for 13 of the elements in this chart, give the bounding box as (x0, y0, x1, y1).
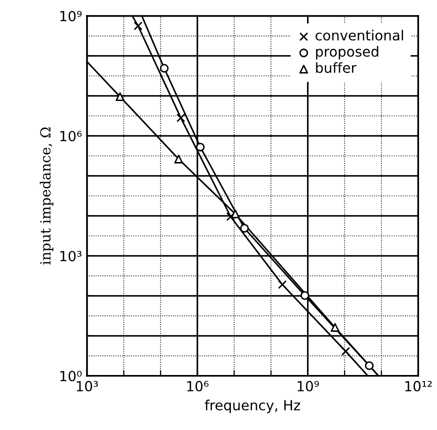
x-tick-label: 10³ (76, 380, 98, 392)
y-tick-label: 10³ (60, 250, 82, 262)
y-axis-title: input impedance, Ω (40, 128, 54, 265)
y-tick-label: 10⁹ (60, 10, 82, 22)
x-tick-label: 10¹² (405, 380, 432, 392)
x-tick-label: 10⁹ (298, 380, 319, 392)
x-axis-title: frequency, Hz (204, 400, 300, 414)
x-tick-label: 10⁶ (187, 380, 209, 392)
y-tick-label: 10⁰ (60, 370, 82, 382)
legend-label: proposed (316, 46, 378, 60)
y-tick-label: 10⁶ (60, 130, 82, 142)
legend-label: buffer (316, 62, 356, 73)
legend-label: conventional (316, 30, 404, 41)
